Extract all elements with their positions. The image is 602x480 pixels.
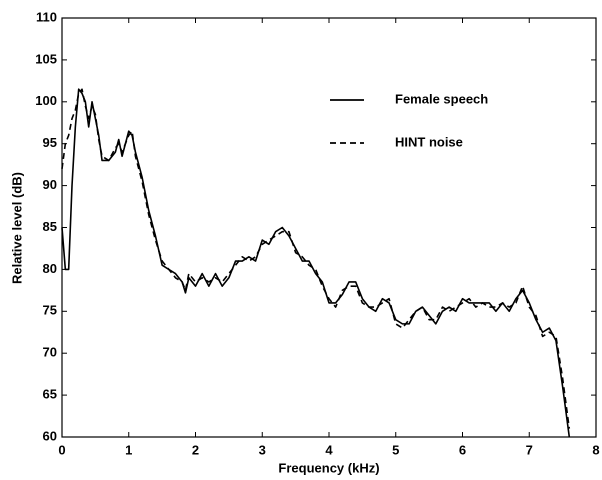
- x-tick-label: 3: [259, 442, 266, 457]
- series-line: [61, 88, 571, 438]
- x-tick-label: 7: [526, 442, 533, 457]
- legend-label: HINT noise: [395, 134, 463, 149]
- x-tick-label: 2: [192, 442, 199, 457]
- y-tick-label: 60: [43, 428, 57, 443]
- y-tick-label: 95: [43, 135, 57, 150]
- y-tick-label: 85: [43, 219, 57, 234]
- x-tick-label: 5: [392, 442, 399, 457]
- y-axis-label: Relative level (dB): [9, 172, 24, 284]
- y-tick-label: 110: [36, 9, 57, 24]
- y-tick-label: 90: [43, 177, 57, 192]
- x-tick-label: 6: [459, 442, 466, 457]
- x-tick-label: 1: [125, 442, 132, 457]
- y-tick-label: 105: [35, 51, 57, 66]
- y-tick-label: 65: [43, 387, 57, 402]
- y-tick-label: 100: [35, 93, 57, 108]
- series-line: [61, 88, 571, 429]
- x-tick-label: 4: [325, 442, 333, 457]
- y-tick-label: 70: [43, 345, 57, 360]
- x-tick-label: 0: [58, 442, 65, 457]
- legend-label: Female speech: [395, 91, 488, 106]
- plot-frame: [61, 17, 597, 438]
- y-tick-label: 80: [43, 261, 57, 276]
- x-tick-label: 8: [592, 442, 599, 457]
- y-tick-label: 75: [43, 303, 57, 318]
- x-axis-label: Frequency (kHz): [278, 460, 379, 475]
